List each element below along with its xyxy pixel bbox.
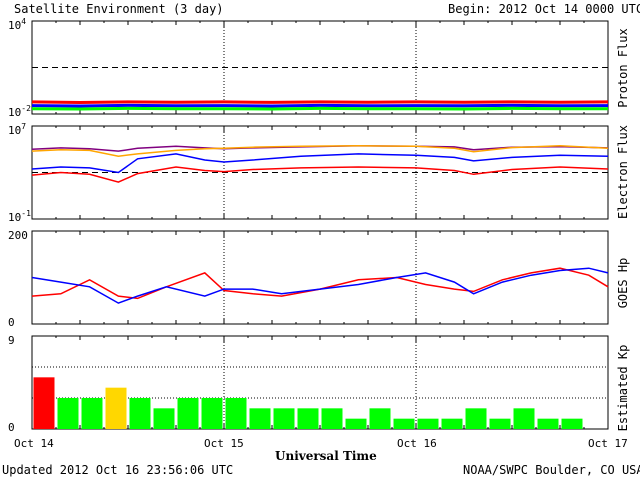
kp-bar (297, 408, 319, 429)
electron-series-line-3 (31, 166, 609, 183)
kp-bar (537, 418, 559, 429)
kp-y-axis-label: Estimated Kp (616, 345, 630, 432)
hp-y-tick-label: 200 (8, 229, 28, 242)
electron-y-tick-label: 107 (8, 122, 26, 137)
hp-y-axis-label: GOES Hp (616, 258, 630, 309)
kp-bar (345, 418, 367, 429)
hp-series-line-0 (31, 267, 609, 300)
electron-y-tick-exponent: -1 (21, 209, 31, 218)
x-tick-label-oct-14: Oct 14 (14, 437, 54, 450)
proton-series-line-0 (31, 100, 609, 105)
hp-y-tick-label: 0 (8, 316, 15, 329)
kp-bar (201, 398, 223, 429)
credit-text: NOAA/SWPC Boulder, CO USA (463, 463, 640, 477)
begin-time: Begin: 2012 Oct 14 0000 UTC (448, 2, 640, 16)
x-axis-label: Universal Time (275, 449, 377, 463)
electron-y-axis-label: Electron Flux (616, 125, 630, 219)
proton-series-line-2 (31, 106, 608, 111)
estimated-kp-panel: 9 0 Estimated Kp (8, 334, 630, 434)
kp-bar (81, 398, 103, 429)
kp-bar (249, 408, 271, 429)
kp-bar (489, 418, 511, 429)
kp-bar (321, 408, 343, 429)
goes-hp-panel: 200 0 GOES Hp (8, 229, 630, 329)
kp-bar (465, 408, 487, 429)
chart-title: Satellite Environment (3 day) (14, 2, 224, 16)
kp-y-tick-label: 9 (8, 334, 15, 347)
kp-bar (417, 418, 439, 429)
x-tick-label-oct-17: Oct 17 (588, 437, 628, 450)
electron-y-tick-label: 10-1 (8, 209, 31, 224)
proton-flux-panel: 104 10-2 Proton Flux (8, 17, 630, 119)
proton-y-tick-label: 10-2 (8, 104, 31, 119)
proton-y-tick-exponent: 4 (21, 17, 26, 26)
kp-bar (33, 377, 55, 429)
kp-bar (129, 398, 151, 429)
kp-y-tick-label: 0 (8, 421, 15, 434)
electron-series-line-2 (31, 153, 609, 174)
proton-series-line-1 (31, 103, 609, 108)
hp-series-line-1 (31, 267, 609, 304)
kp-bar (393, 418, 415, 429)
kp-bar (177, 398, 199, 429)
electron-y-tick-exponent: 7 (21, 122, 26, 131)
proton-y-axis-label: Proton Flux (616, 28, 630, 107)
x-tick-label-oct-15: Oct 15 (204, 437, 244, 450)
proton-y-tick-label: 104 (8, 17, 26, 32)
proton-frame (31, 20, 609, 115)
kp-bar (561, 418, 583, 429)
kp-bar (513, 408, 535, 429)
kp-bar (57, 398, 79, 429)
kp-bar (369, 408, 391, 429)
kp-bar (105, 387, 127, 429)
kp-bar (225, 398, 247, 429)
proton-y-tick-exponent: -2 (21, 104, 31, 113)
kp-bar (441, 418, 463, 429)
kp-bar (273, 408, 295, 429)
x-tick-label-oct-16: Oct 16 (397, 437, 437, 450)
electron-flux-panel: 107 10-1 Electron Flux (8, 122, 630, 224)
electron-series-line-1 (31, 145, 609, 157)
updated-timestamp: Updated 2012 Oct 16 23:56:06 UTC (2, 463, 233, 477)
kp-bar (153, 408, 175, 429)
